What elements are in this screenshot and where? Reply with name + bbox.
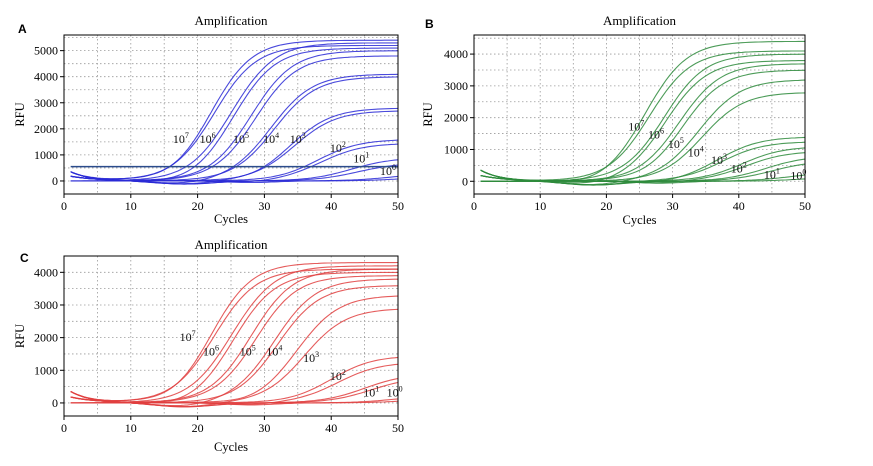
x-tick-label: 30 — [258, 199, 270, 213]
series-line — [70, 308, 399, 408]
series-line — [70, 265, 398, 404]
x-axis-label: Cycles — [214, 440, 248, 454]
y-tick-label: 1000 — [444, 142, 468, 156]
dilution-label: 104 — [688, 144, 704, 159]
dilution-label: 100 — [380, 163, 396, 178]
dilution-label: 102 — [330, 368, 346, 383]
dilution-label: 105 — [240, 344, 256, 359]
x-tick-label: 30 — [258, 421, 270, 435]
y-tick-label: 1000 — [34, 363, 58, 377]
x-tick-label: 30 — [667, 199, 679, 213]
dilution-label: 107 — [628, 118, 644, 133]
x-tick-label: 20 — [600, 199, 612, 213]
dilution-label: 100 — [790, 167, 806, 182]
dilution-label: 102 — [330, 140, 346, 155]
dilution-label: 107 — [180, 329, 196, 344]
x-tick-label: 0 — [61, 421, 67, 435]
x-axis-label: Cycles — [214, 212, 248, 226]
chart-title: Amplification — [195, 237, 268, 252]
series-line — [70, 143, 399, 183]
dilution-label: 103 — [290, 131, 306, 146]
y-axis-label: RFU — [13, 102, 27, 126]
x-tick-label: 0 — [471, 199, 477, 213]
dilution-label: 100 — [387, 384, 403, 399]
plot-frame — [63, 34, 399, 195]
x-tick-label: 10 — [534, 199, 546, 213]
y-axis-label: RFU — [13, 324, 27, 348]
chart-panel-b: B Amplification 0 10 20 30 40 50 0 1000 2000 3000 40… — [421, 13, 811, 227]
series-line — [480, 152, 806, 184]
dilution-label: 104 — [266, 344, 282, 359]
y-tick-label: 5000 — [34, 44, 58, 58]
x-tick-label: 50 — [799, 199, 811, 213]
y-tick-label: 0 — [52, 396, 58, 410]
series-line — [70, 171, 399, 185]
y-tick-label: 4000 — [34, 265, 58, 279]
y-tick-label: 3000 — [444, 79, 468, 93]
chart-title: Amplification — [195, 13, 268, 28]
panel-letter: B — [425, 17, 434, 31]
x-tick-label: 20 — [192, 199, 204, 213]
y-tick-label: 3000 — [34, 96, 58, 110]
series-line — [480, 163, 806, 182]
series-line — [70, 139, 399, 182]
series-line — [70, 391, 399, 408]
dilution-label: 101 — [353, 151, 369, 166]
series-line — [70, 39, 398, 180]
y-tick-label: 0 — [52, 174, 58, 188]
dilution-label: 106 — [200, 131, 216, 146]
x-tick-label: 50 — [392, 421, 404, 435]
dilution-label: 105 — [668, 136, 684, 151]
series-line — [70, 47, 398, 181]
dilution-label: 104 — [263, 131, 279, 146]
dilution-label: 103 — [711, 152, 727, 167]
series-line — [480, 169, 806, 186]
dilution-label: 101 — [363, 384, 379, 399]
x-tick-label: 0 — [61, 199, 67, 213]
x-tick-label: 10 — [125, 421, 137, 435]
y-tick-label: 2000 — [444, 111, 468, 125]
x-axis-label: Cycles — [622, 213, 656, 227]
series-line — [480, 92, 806, 182]
dilution-label: 105 — [233, 131, 249, 146]
chart-panel-c: C Amplification 0 10 20 30 40 50 0 1000 2000 3000 40… — [13, 237, 404, 454]
y-tick-label: 4000 — [34, 70, 58, 84]
dilution-label: 107 — [173, 131, 189, 146]
dilution-label: 101 — [764, 167, 780, 182]
plot-frame — [63, 255, 399, 417]
chart-panel-a: A Amplification 0 10 20 30 40 50 0 1000 2000 3000 40… — [13, 13, 404, 226]
y-tick-label: 4000 — [444, 47, 468, 61]
dilution-label: 106 — [648, 126, 664, 141]
dilution-label: 102 — [731, 160, 747, 175]
x-tick-label: 40 — [325, 199, 337, 213]
x-tick-label: 50 — [392, 199, 404, 213]
series-line — [70, 268, 398, 402]
chart-title: Amplification — [603, 13, 676, 28]
x-tick-label: 40 — [325, 421, 337, 435]
y-tick-label: 2000 — [34, 331, 58, 345]
y-tick-label: 1000 — [34, 148, 58, 162]
x-tick-label: 20 — [192, 421, 204, 435]
panel-letter: A — [18, 22, 27, 36]
y-axis-label: RFU — [421, 102, 435, 126]
y-tick-label: 3000 — [34, 298, 58, 312]
x-tick-label: 40 — [733, 199, 745, 213]
series-line — [70, 261, 399, 402]
dilution-label: 103 — [303, 350, 319, 365]
y-tick-label: 2000 — [34, 122, 58, 136]
dilution-label: 106 — [203, 344, 219, 359]
x-tick-label: 10 — [125, 199, 137, 213]
panel-letter: C — [20, 251, 29, 265]
series-line — [70, 44, 399, 180]
plot-frame — [473, 34, 806, 195]
y-tick-label: 0 — [462, 174, 468, 188]
